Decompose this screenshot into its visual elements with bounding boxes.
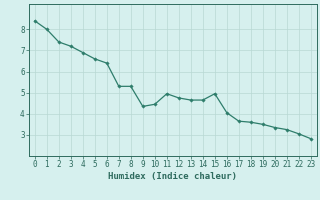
X-axis label: Humidex (Indice chaleur): Humidex (Indice chaleur): [108, 172, 237, 181]
